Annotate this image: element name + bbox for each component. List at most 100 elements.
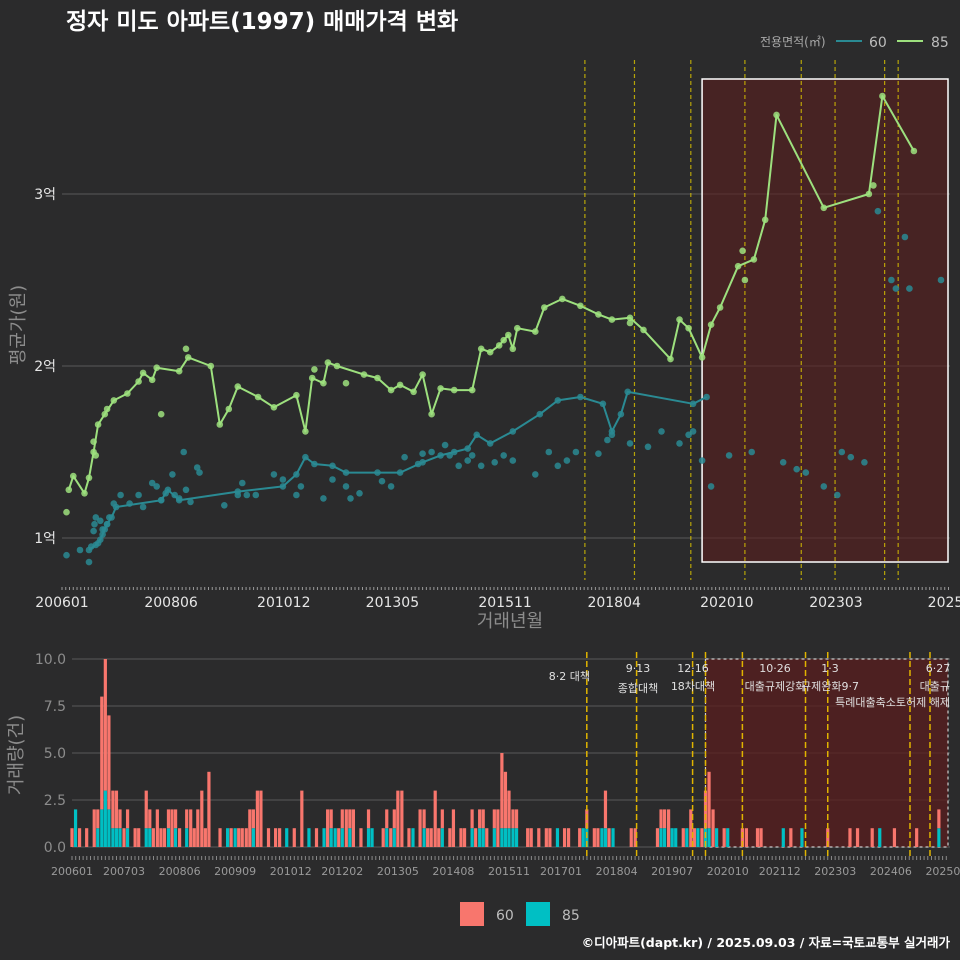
- data-point-85: [870, 182, 877, 189]
- bar-60: [192, 828, 196, 847]
- bar-60: [300, 790, 304, 847]
- bar-60: [759, 828, 763, 847]
- annotation-text: 18차대책: [671, 680, 715, 693]
- bar-60: [707, 771, 711, 829]
- bar-60: [681, 828, 685, 847]
- bar-60: [159, 828, 163, 847]
- data-point-85: [207, 362, 215, 370]
- data-point-60: [374, 469, 381, 476]
- data-point-85: [820, 204, 828, 212]
- bar-60: [689, 809, 693, 847]
- bar-60: [207, 771, 211, 847]
- bar-60: [407, 828, 411, 847]
- data-point-60: [297, 483, 305, 490]
- data-point-60: [99, 531, 106, 538]
- bar-60: [700, 828, 704, 847]
- bar-85: [937, 828, 941, 847]
- data-point-85: [750, 256, 758, 263]
- data-point-60: [148, 479, 156, 487]
- bar-60: [500, 753, 504, 829]
- data-point-85: [468, 386, 476, 394]
- data-point-60: [347, 495, 354, 502]
- bar-60: [229, 828, 233, 847]
- data-point-85: [103, 405, 111, 413]
- data-point-85: [184, 354, 192, 361]
- data-point-60: [243, 491, 251, 499]
- bar-60: [244, 828, 248, 847]
- bar-85: [422, 828, 426, 847]
- bar-85: [715, 828, 719, 847]
- bar-60: [666, 809, 671, 847]
- bar-60: [251, 809, 255, 829]
- bar-85: [707, 828, 711, 847]
- bar-60: [562, 828, 567, 847]
- data-point-60: [901, 233, 909, 241]
- bar-60: [100, 696, 104, 810]
- bar-60: [544, 828, 548, 847]
- data-point-60: [428, 448, 435, 456]
- data-point-60: [500, 452, 508, 459]
- bar-60: [870, 828, 874, 847]
- data-point-60: [595, 450, 602, 458]
- data-point-85: [450, 386, 458, 394]
- annotation-text: 대출규제강화: [745, 680, 806, 693]
- bar-85: [125, 828, 130, 847]
- bar-60: [848, 828, 852, 847]
- data-point-85: [110, 397, 118, 404]
- top-overlay-region: [701, 78, 949, 563]
- bar-60: [422, 809, 426, 829]
- bar-85: [440, 828, 444, 847]
- data-point-85: [94, 421, 102, 428]
- data-point-60: [270, 471, 278, 478]
- bottom-x-tick: 201511: [488, 865, 530, 878]
- bar-60: [240, 828, 244, 847]
- bar-85: [111, 828, 115, 847]
- data-point-85: [608, 316, 616, 323]
- data-point-60: [320, 495, 327, 502]
- data-point-85: [308, 374, 316, 382]
- data-point-60: [937, 276, 945, 284]
- top-y-axis-title: 평균가(원): [8, 285, 29, 365]
- bar-60: [722, 828, 726, 847]
- bottom-x-tick: 202010: [707, 865, 749, 878]
- bar-60: [485, 828, 489, 847]
- data-point-60: [401, 453, 408, 461]
- bar-85: [492, 828, 496, 847]
- bar-60: [526, 828, 530, 847]
- bottom-y-tick: 5.0: [44, 746, 66, 762]
- data-point-60: [468, 452, 476, 459]
- bar-85: [348, 828, 352, 847]
- data-point-60: [117, 491, 124, 499]
- data-point-85: [101, 410, 109, 418]
- data-point-85: [532, 328, 539, 335]
- data-point-60: [455, 462, 463, 470]
- bar-85: [470, 828, 474, 847]
- bar-85: [659, 828, 663, 847]
- data-point-60: [446, 452, 454, 459]
- data-point-60: [599, 400, 607, 408]
- top-policy-lines: [584, 60, 899, 580]
- data-point-85: [333, 362, 341, 370]
- data-point-60: [342, 469, 350, 476]
- data-point-85: [707, 321, 715, 329]
- bar-60: [185, 809, 189, 829]
- data-point-85: [865, 190, 873, 198]
- data-point-60: [437, 452, 444, 459]
- bar-60: [474, 828, 478, 847]
- bar-85: [503, 828, 508, 847]
- data-point-60: [252, 491, 260, 499]
- bottom-x-tick-labels: 200601 200703 200806 200909 201012 201202 2013…: [51, 856, 960, 878]
- data-point-60: [838, 448, 846, 456]
- bar-85: [507, 828, 511, 847]
- data-point-60: [180, 448, 187, 456]
- data-point-85: [270, 404, 278, 411]
- top-x-axis-title: 거래년월: [477, 611, 543, 632]
- bar-85: [225, 828, 230, 847]
- data-point-85: [505, 331, 512, 339]
- bar-85: [366, 828, 371, 847]
- legend-label-85: 85: [931, 35, 949, 51]
- bar-60: [592, 828, 596, 847]
- bar-60: [133, 828, 137, 847]
- data-point-85: [437, 385, 444, 392]
